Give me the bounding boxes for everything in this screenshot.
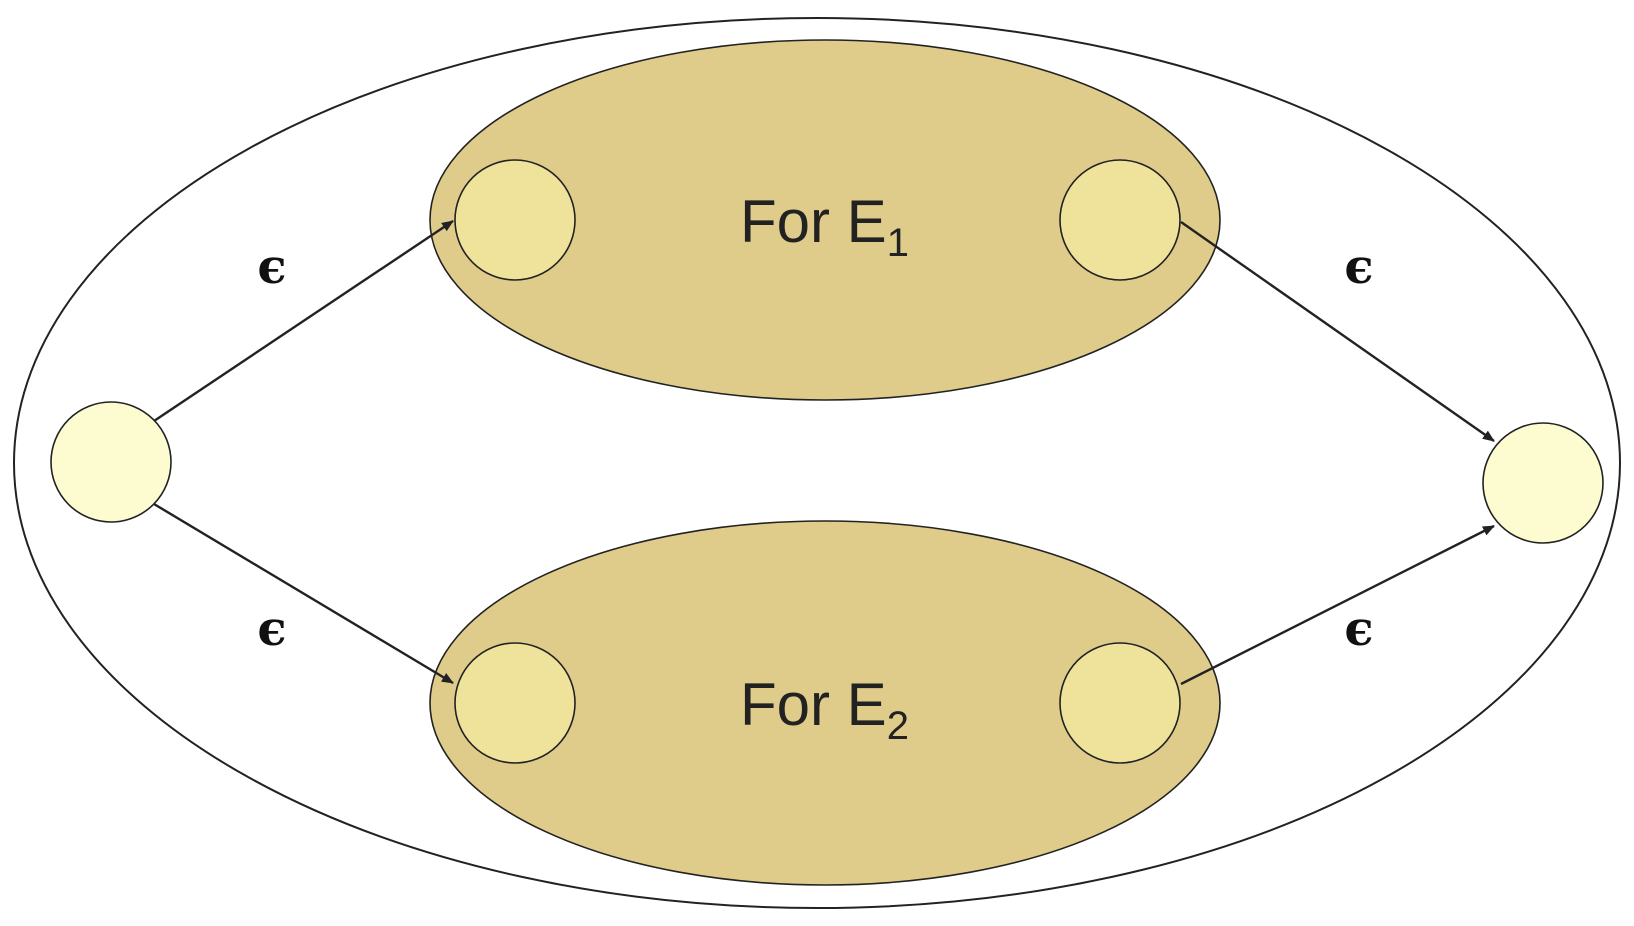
- epsilon-edge-start-to-e2: [153, 502, 454, 685]
- epsilon-edge-start-to-e1: [153, 220, 454, 422]
- sub-automaton-e2-label: For E2: [740, 671, 909, 748]
- e2-label-subscript: 2: [887, 704, 909, 748]
- epsilon-edge-e2-to-accept: [1180, 524, 1495, 686]
- epsilon-label-start-to-e2: ϵ: [257, 601, 286, 657]
- e2-label-prefix: For E: [740, 671, 887, 738]
- epsilon-edge-e1-to-accept: [1180, 221, 1495, 442]
- epsilon-label-start-to-e1: ϵ: [257, 239, 286, 295]
- sub-automaton-e2-boundary: [429, 520, 1221, 886]
- e2-accept-state: [1059, 642, 1181, 764]
- epsilon-label-e1-to-accept: ϵ: [1344, 239, 1373, 295]
- e1-label-prefix: For E: [740, 188, 887, 255]
- sub-automaton-e1-label: For E1: [740, 188, 909, 265]
- sub-automaton-e1: For E1: [429, 39, 1221, 401]
- e1-label-subscript: 1: [887, 221, 909, 265]
- e2-start-state: [454, 642, 576, 764]
- sub-automaton-e1-boundary: [429, 39, 1221, 401]
- e1-accept-state: [1059, 159, 1181, 281]
- new-start-state: [50, 401, 172, 523]
- sub-automaton-e2: For E2: [429, 520, 1221, 886]
- e1-start-state: [454, 159, 576, 281]
- new-accept-state: [1482, 422, 1604, 544]
- epsilon-label-e2-to-accept: ϵ: [1344, 601, 1373, 657]
